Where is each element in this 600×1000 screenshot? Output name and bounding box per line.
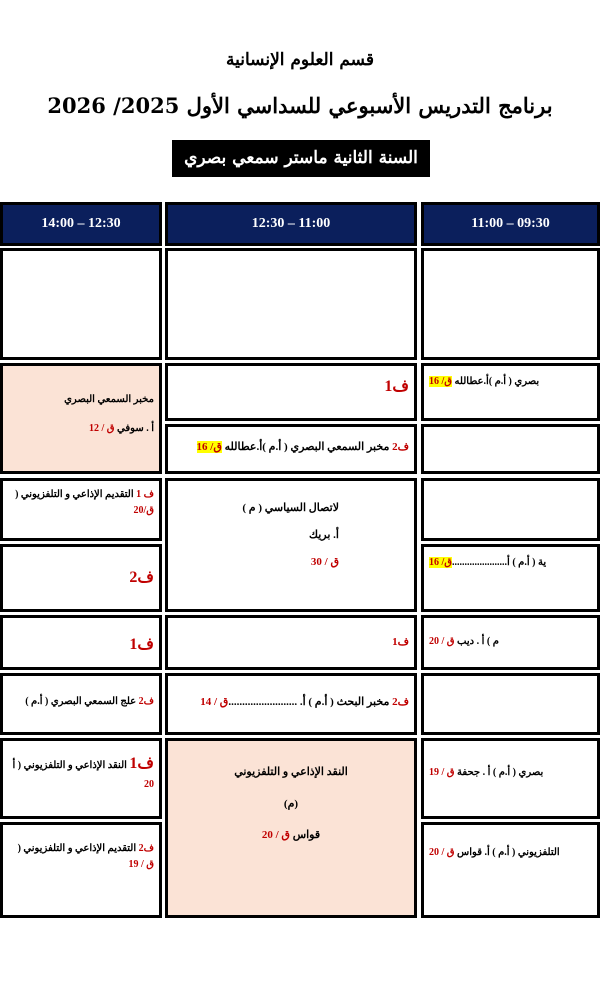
room-label: ق / 20 [429, 636, 455, 647]
schedule-cell: ف 1 التقديم الإذاعي و التلفزيوني ( ق/20 [0, 478, 162, 541]
schedule-cell: ف1 [165, 615, 417, 670]
group-label: ف2 [129, 569, 154, 586]
schedule-cell: النقد الإذاعي و التلفزيوني (م) قواس ق / 20 [165, 738, 417, 918]
cell-line: النقد الإذاعي و التلفزيوني [168, 758, 414, 787]
schedule-cell: ف1 النقد الإذاعي و التلفزيوني ( أ 20 [0, 738, 162, 819]
room-label: ق/ 16 [196, 441, 222, 453]
cell-line: ف2 [3, 568, 159, 589]
header-time-middle: 12:30 – 11:00 [165, 202, 417, 246]
room-label: ف1 [392, 636, 409, 648]
cell-line: ف 1 التقديم الإذاعي و التلفزيوني ( [3, 488, 159, 501]
group-label: ف1 [129, 636, 154, 653]
course-text: النقد الإذاعي و التلفزيوني [234, 766, 348, 778]
program-title: برنامج التدريس الأسبوعي للسداسي الأول 20… [47, 93, 553, 118]
room-label: ق / 12 [89, 423, 115, 434]
room-label: ف2 [392, 696, 409, 708]
schedule-cell [421, 673, 600, 735]
room-label: 20 [144, 778, 154, 790]
cell-line: لاتصال السياسي ( م ) [168, 496, 344, 520]
group-label: ف1 [129, 755, 154, 772]
room-label: ق / 19 [128, 859, 154, 870]
schedule-cell [421, 424, 600, 474]
cell-line: ف2 مخبر السمعي البصري ( أ.م )أ.عطالله ق/… [168, 440, 414, 454]
cell-line: بصري ( أ.م ) أ . جحفة ق / 19 [424, 766, 597, 779]
cell-line: قواس ق / 20 [168, 821, 414, 850]
cell-line: ف2 علج السمعي البصري ( أ.م ) [3, 695, 159, 708]
schedule-cell [421, 248, 600, 360]
course-text: التقديم الإذاعي و التلفزيوني ( [17, 843, 139, 854]
schedule-cell: ف1 [165, 363, 417, 421]
schedule-cell: بصري ( أ.م )أ.عطالله ق/ 16 [421, 363, 600, 421]
schedule-cell: ف1 [0, 615, 162, 670]
department-title: قسم العلوم الإنسانية [226, 50, 374, 70]
schedule-cell: ف2 مخبر البحث ( أ.م ) أ. ...............… [165, 673, 417, 735]
room-label: ق/ 16 [429, 557, 453, 568]
schedule-cell: لاتصال السياسي ( م ) أ. بريك ق / 30 [165, 478, 417, 612]
cell-line: أ. بريك [168, 523, 344, 547]
schedule-cell: ف2 مخبر السمعي البصري ( أ.م )أ.عطالله ق/… [165, 424, 417, 474]
course-text: مخبر البحث ( أ.م ) أ. ..................… [228, 696, 393, 708]
schedule-cell: مخبر السمعي البصري أ . سوفي ق / 12 [0, 363, 162, 474]
room-label: ق/ 16 [429, 376, 453, 387]
course-text: ية ( أ.م ) أ...................... [452, 557, 547, 568]
cell-line: م ) أ . ديب ق / 20 [424, 635, 597, 648]
header-time-left: 14:00 – 12:30 [0, 202, 162, 246]
cell-line: التلفزيوني ( أ.م ) أ. قواس ق / 20 [424, 846, 597, 859]
course-text: أ . سوفي [114, 423, 154, 434]
cell-line: أ . سوفي ق / 12 [3, 416, 159, 442]
cell-line: (م) [168, 790, 414, 819]
cell-line: بصري ( أ.م )أ.عطالله ق/ 16 [424, 375, 597, 388]
course-text: أ. بريك [308, 529, 339, 542]
room-label: ف2 [138, 696, 154, 707]
schedule-cell: التلفزيوني ( أ.م ) أ. قواس ق / 20 [421, 822, 600, 918]
schedule-cell: ف2 [0, 544, 162, 612]
schedule-cell: م ) أ . ديب ق / 20 [421, 615, 600, 670]
schedule-cell [165, 248, 417, 360]
cell-line: ف1 [168, 635, 414, 649]
schedule-cell: ف2 التقديم الإذاعي و التلفزيوني ( ق / 19 [0, 822, 162, 918]
course-text: قواس [289, 829, 321, 842]
room-label: ق / 20 [261, 829, 290, 842]
schedule-cell: بصري ( أ.م ) أ . جحفة ق / 19 [421, 738, 600, 819]
course-text: التلفزيوني ( أ.م ) أ. قواس [454, 847, 560, 858]
cell-line: ق / 19 [3, 858, 159, 871]
course-text: بصري ( أ.م )أ.عطالله [452, 376, 540, 387]
course-text: (م) [283, 797, 299, 810]
room-label: ف 1 [136, 489, 154, 500]
cell-line: ف1 النقد الإذاعي و التلفزيوني ( أ [3, 754, 159, 775]
room-label: ق / 14 [200, 696, 229, 708]
course-text: مخبر السمعي البصري ( أ.م )أ.عطالله [221, 441, 393, 453]
room-label: ف2 [392, 441, 409, 453]
level-banner: السنة الثانية ماستر سمعي بصري [172, 140, 430, 177]
schedule-cell [0, 248, 162, 360]
cell-line: 20 [3, 778, 159, 791]
course-text: م ) أ . ديب [454, 636, 499, 647]
course-text: مخبر السمعي البصري [64, 394, 154, 405]
room-label: ف2 [138, 843, 154, 854]
cell-line: مخبر السمعي البصري [3, 387, 159, 413]
header-time-right: 11:00 – 09:30 [421, 202, 600, 246]
group-label: ف1 [384, 378, 409, 395]
course-text: لاتصال السياسي ( م ) [242, 502, 339, 514]
cell-line: ف2 مخبر البحث ( أ.م ) أ. ...............… [168, 695, 414, 709]
room-label: ق/20 [133, 505, 154, 516]
room-label: ق / 30 [310, 556, 339, 569]
cell-line: ق / 30 [168, 550, 344, 574]
course-text: بصري ( أ.م ) أ . جحفة [454, 767, 544, 778]
room-label: ق / 19 [429, 767, 455, 778]
course-text: علج السمعي البصري ( أ.م ) [25, 696, 139, 707]
course-text: النقد الإذاعي و التلفزيوني ( أ [12, 760, 130, 771]
course-text: التقديم الإذاعي و التلفزيوني ( [15, 489, 137, 500]
cell-line: ق/20 [3, 504, 159, 517]
schedule-cell [421, 478, 600, 541]
room-label: ق / 20 [429, 847, 455, 858]
cell-line: ف1 [168, 377, 414, 398]
schedule-cell: ية ( أ.م ) أ......................ق/ 16 [421, 544, 600, 612]
schedule-cell: ف2 علج السمعي البصري ( أ.م ) [0, 673, 162, 735]
cell-line: ف2 التقديم الإذاعي و التلفزيوني ( [3, 842, 159, 855]
cell-line: ف1 [3, 635, 159, 656]
cell-line: ية ( أ.م ) أ......................ق/ 16 [424, 556, 597, 569]
